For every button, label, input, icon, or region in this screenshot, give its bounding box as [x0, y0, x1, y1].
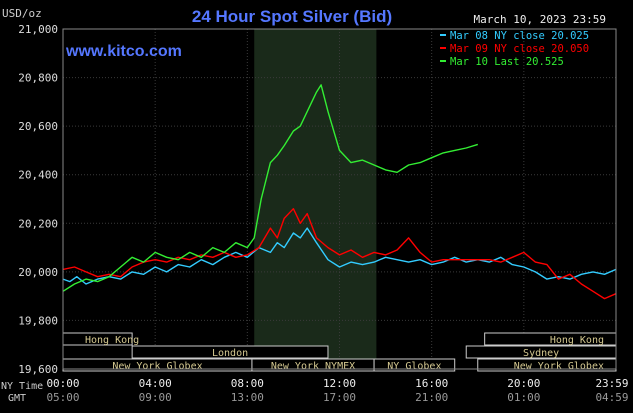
market-session-label: Sydney [523, 348, 559, 359]
website-label: www.kitco.com [65, 43, 182, 60]
gmt-axis-label: GMT [8, 393, 26, 404]
x-tick-label-ny: 08:00 [231, 377, 264, 390]
market-session-label: Hong Kong [85, 335, 139, 346]
series-line [62, 208, 617, 300]
chart-timestamp: March 10, 2023 23:59 [474, 13, 606, 26]
series-lines [62, 84, 617, 300]
x-tick-label-ny: 20:00 [507, 377, 540, 390]
market-session-label: NY Globex [387, 361, 441, 372]
y-tick-label: 21,000 [18, 23, 58, 36]
x-tick-label-ny: 00:00 [46, 377, 79, 390]
y-tick-label: 20,200 [18, 217, 58, 230]
legend-entry: Mar 09 NY close 20.050 [450, 43, 589, 55]
plot-frame [62, 28, 617, 370]
market-session-label: New York NYMEX [271, 361, 355, 372]
x-tick-label-ny: 16:00 [415, 377, 448, 390]
legend-marker [440, 47, 446, 49]
y-tick-label: 19,800 [18, 314, 58, 327]
y-axis-ticks: 21,000 20,800 20,600 20,400 20,200 20,000 19,8… [18, 23, 58, 376]
y-tick-label: 20,400 [18, 169, 58, 182]
x-tick-label-gmt: 17:00 [323, 391, 356, 404]
ny-time-axis-label: NY Time [1, 381, 43, 392]
x-tick-label-gmt: 04:59 [595, 391, 628, 404]
x-tick-label-gmt: 05:00 [46, 391, 79, 404]
y-tick-label: 19,600 [18, 363, 58, 376]
x-tick-label-gmt: 09:00 [139, 391, 172, 404]
x-tick-label-gmt: 01:00 [507, 391, 540, 404]
y-unit-label: USD/oz [2, 7, 42, 20]
market-hours-bars: Hong Kong Hong Kong London Sydney New York G… [62, 332, 617, 372]
market-session-label: Hong Kong [550, 335, 604, 346]
y-tick-label: 20,000 [18, 266, 58, 279]
market-session-bar [373, 358, 456, 372]
market-session-label: London [212, 348, 248, 359]
chart-title: 24 Hour Spot Silver (Bid) [192, 7, 392, 26]
x-tick-label-ny: 23:59 [595, 377, 628, 390]
x-tick-label-ny: 12:00 [323, 377, 356, 390]
market-session-bar [131, 345, 329, 359]
x-tick-label-gmt: 21:00 [415, 391, 448, 404]
series-line [62, 84, 479, 292]
market-session-label: New York Globex [514, 361, 604, 372]
y-tick-label: 20,800 [18, 72, 58, 85]
series-line [62, 227, 617, 285]
x-tick-label-ny: 04:00 [139, 377, 172, 390]
y-tick-label: 20,600 [18, 120, 58, 133]
x-tick-label-gmt: 13:00 [231, 391, 264, 404]
legend-marker [440, 60, 446, 62]
legend-entry: Mar 08 NY close 20.025 [450, 30, 589, 42]
legend-marker [440, 34, 446, 36]
market-session-label: New York Globex [112, 361, 202, 372]
legend-entry: Mar 10 Last 20.525 [450, 56, 564, 68]
nymex-session-shading [254, 29, 377, 369]
